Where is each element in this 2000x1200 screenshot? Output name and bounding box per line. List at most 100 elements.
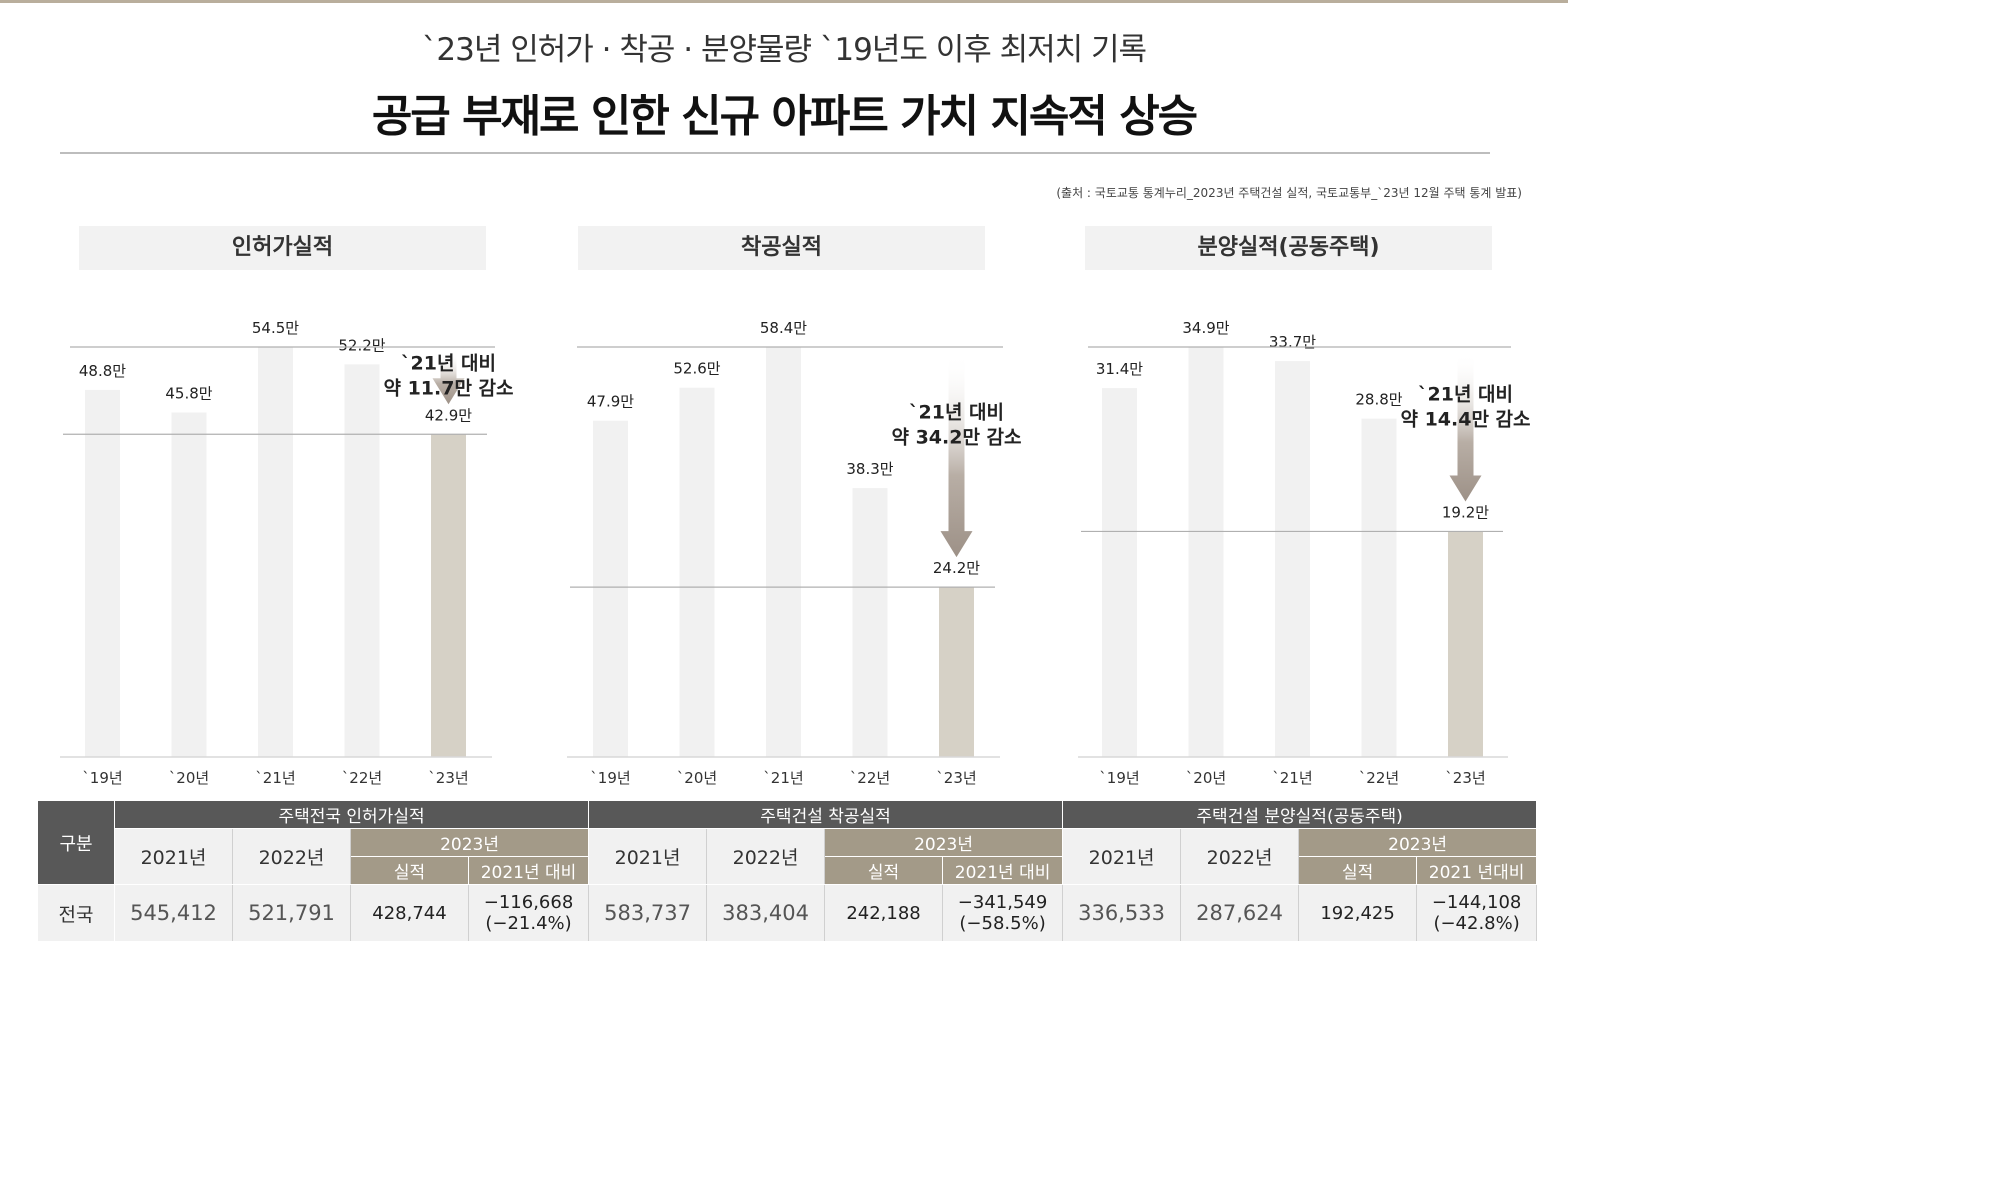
x-tick-label: `21년 — [255, 769, 295, 787]
data-label: 54.5만 — [252, 319, 299, 337]
x-tick-label: `19년 — [590, 769, 630, 787]
source-note: (출처 : 국토교통 통계누리_2023년 주택건설 실적, 국토교통부_`23… — [1056, 186, 1522, 200]
table-row-label: 전국 — [37, 884, 115, 942]
diff-percent: (−58.5%) — [959, 913, 1046, 934]
bar — [939, 587, 974, 757]
data-label: 28.8만 — [1355, 391, 1402, 409]
bar — [1102, 388, 1137, 757]
diff-percent: (−21.4%) — [485, 913, 572, 934]
bar — [1361, 418, 1397, 757]
diff-value: −144,108 — [1431, 892, 1522, 913]
table-sub-header: 실적 — [350, 856, 469, 885]
data-label: 31.4만 — [1096, 360, 1143, 378]
table-year-header: 2021년 — [114, 828, 233, 885]
table-cell: 545,412 — [114, 884, 233, 942]
table-group-title: 주택건설 분양실적(공동주택) — [1062, 800, 1538, 829]
x-tick-label: `22년 — [1359, 769, 1399, 787]
table-row-header: 구분 — [37, 800, 115, 885]
bar — [679, 387, 715, 757]
table-year-header: 2021년 — [588, 828, 708, 885]
bar — [593, 420, 628, 757]
diff-value: −341,549 — [957, 892, 1048, 913]
chart-title-permits: 인허가실적 — [79, 226, 486, 270]
bar — [431, 434, 466, 757]
table-cell: 428,744 — [350, 884, 469, 942]
table-year-header: 2023년 — [824, 828, 1064, 857]
page-subtitle: `23년 인허가 · 착공 · 분양물량 `19년도 이후 최저치 기록 — [421, 32, 1147, 68]
x-tick-label: `20년 — [677, 769, 717, 787]
table-sub-header: 실적 — [824, 856, 944, 885]
data-label: 58.4만 — [760, 319, 807, 337]
table-sub-header: 2021 년대비 — [1416, 856, 1538, 885]
data-label: 42.9만 — [425, 406, 472, 424]
x-tick-label: `23년 — [428, 769, 468, 787]
bar — [766, 347, 801, 757]
bar — [852, 488, 888, 757]
table-sub-header: 실적 — [1298, 856, 1418, 885]
data-label: 48.8만 — [79, 362, 126, 380]
table-year-header: 2022년 — [1180, 828, 1300, 885]
bar — [344, 364, 380, 757]
data-label: 47.9만 — [587, 393, 634, 411]
table-cell: 242,188 — [824, 884, 944, 942]
bar — [85, 389, 120, 757]
x-tick-label: `21년 — [1272, 769, 1312, 787]
data-label: 52.6만 — [673, 360, 720, 378]
chart-title-starts: 착공실적 — [578, 226, 985, 270]
decrease-arrow-icon — [432, 353, 465, 405]
table-sub-header: 2021년 대비 — [942, 856, 1064, 885]
x-tick-label: `23년 — [936, 769, 976, 787]
decrease-arrow-icon — [1449, 353, 1482, 502]
bar — [1275, 361, 1310, 757]
decrease-annotation: 약 34.2만 감소 — [891, 426, 1021, 448]
table-cell-diff: −116,668 (−21.4%) — [467, 884, 590, 942]
table-cell: 383,404 — [706, 884, 826, 942]
table-row: 전국 545,412 521,791 428,744 −116,668 (−21.… — [37, 884, 1538, 942]
bar — [1188, 347, 1224, 757]
table-group-title: 주택건설 착공실적 — [588, 800, 1064, 829]
x-tick-label: `22년 — [342, 769, 382, 787]
table-cell: 583,737 — [588, 884, 708, 942]
decrease-arrow-icon — [940, 353, 973, 558]
table-year-header: 2023년 — [349, 828, 590, 857]
page-title: 공급 부재로 인한 신규 아파트 가치 지속적 상승 — [371, 91, 1198, 142]
table-year-header: 2022년 — [232, 828, 351, 885]
data-label: 34.9만 — [1182, 319, 1229, 337]
title-divider — [60, 152, 1490, 154]
x-tick-label: `22년 — [850, 769, 890, 787]
table-sub-header: 2021년 대비 — [467, 856, 590, 885]
decrease-annotation: 약 11.7만 감소 — [383, 377, 513, 399]
data-label: 33.7만 — [1269, 333, 1316, 351]
table-cell: 192,425 — [1298, 884, 1418, 942]
x-tick-label: `21년 — [763, 769, 803, 787]
bar — [258, 347, 293, 757]
decrease-annotation: `21년 대비 — [1418, 384, 1513, 406]
top-accent-line — [0, 0, 1568, 3]
x-tick-label: `23년 — [1445, 769, 1485, 787]
x-tick-label: `20년 — [169, 769, 209, 787]
decrease-annotation: `21년 대비 — [401, 352, 496, 374]
table-cell: 336,533 — [1062, 884, 1182, 942]
x-tick-label: `20년 — [1186, 769, 1226, 787]
table-cell: 287,624 — [1180, 884, 1300, 942]
table-year-header: 2022년 — [706, 828, 826, 885]
x-tick-label: `19년 — [1099, 769, 1139, 787]
x-tick-label: `19년 — [82, 769, 122, 787]
table-cell-diff: −144,108 (−42.8%) — [1416, 884, 1538, 942]
table-cell-diff: −341,549 (−58.5%) — [942, 884, 1064, 942]
data-label: 45.8만 — [165, 384, 212, 402]
table-year-header: 2023년 — [1298, 828, 1538, 857]
data-label: 38.3만 — [846, 460, 893, 478]
data-label: 24.2만 — [933, 559, 980, 577]
summary-table: 구분 주택전국 인허가실적 주택건설 착공실적 주택건설 분양실적(공동주택) … — [37, 800, 1538, 942]
table-cell: 521,791 — [232, 884, 351, 942]
table-group-title: 주택전국 인허가실적 — [113, 800, 590, 829]
bar-charts: 48.8만 `19년 45.8만 `20년 54.5만 `21년 52.2만 `22년 42.9… — [60, 319, 1531, 787]
bar — [171, 412, 207, 757]
table-year-header: 2021년 — [1062, 828, 1182, 885]
decrease-annotation: 약 14.4만 감소 — [1400, 409, 1530, 431]
diff-value: −116,668 — [483, 892, 574, 913]
diff-percent: (−42.8%) — [1433, 913, 1520, 934]
data-label: 52.2만 — [338, 336, 385, 354]
decrease-annotation: `21년 대비 — [909, 401, 1004, 423]
